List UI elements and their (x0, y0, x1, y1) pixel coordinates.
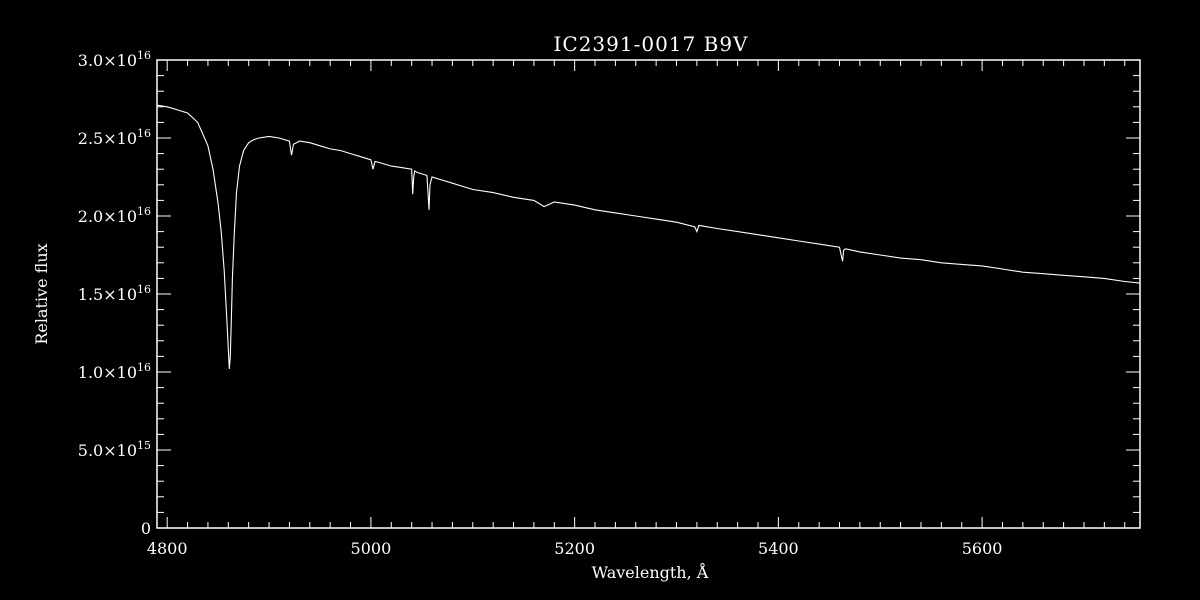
y-axis-label: Relative flux (32, 243, 51, 344)
y-tick-label: 1.0×1016 (78, 361, 151, 382)
x-tick-label: 5200 (554, 539, 595, 558)
x-axis-label: Wavelength, Å (592, 562, 709, 582)
chart-title: IC2391-0017 B9V (554, 32, 749, 56)
x-tick-label: 5600 (962, 539, 1003, 558)
y-tick-label: 5.0×1015 (78, 439, 151, 460)
x-tick-label: 5000 (351, 539, 392, 558)
x-tick-label: 4800 (147, 539, 188, 558)
y-tick-label: 2.5×1016 (78, 127, 151, 148)
plot-frame (156, 59, 1141, 529)
x-tick-label: 5400 (758, 539, 799, 558)
axis-ticks (157, 59, 1140, 529)
y-tick-label: 0 (141, 519, 151, 538)
spectrum-line (156, 104, 1141, 369)
y-tick-label: 1.5×1016 (78, 283, 151, 304)
x-tick-labels: 4800 5000 5200 5400 5600 (147, 539, 1003, 558)
y-tick-label: 2.0×1016 (78, 205, 151, 226)
y-tick-labels: 0 5.0×1015 1.0×1016 1.5×1016 2.0×1016 2.5×101… (78, 49, 151, 538)
y-tick-label: 3.0×1016 (78, 49, 151, 70)
